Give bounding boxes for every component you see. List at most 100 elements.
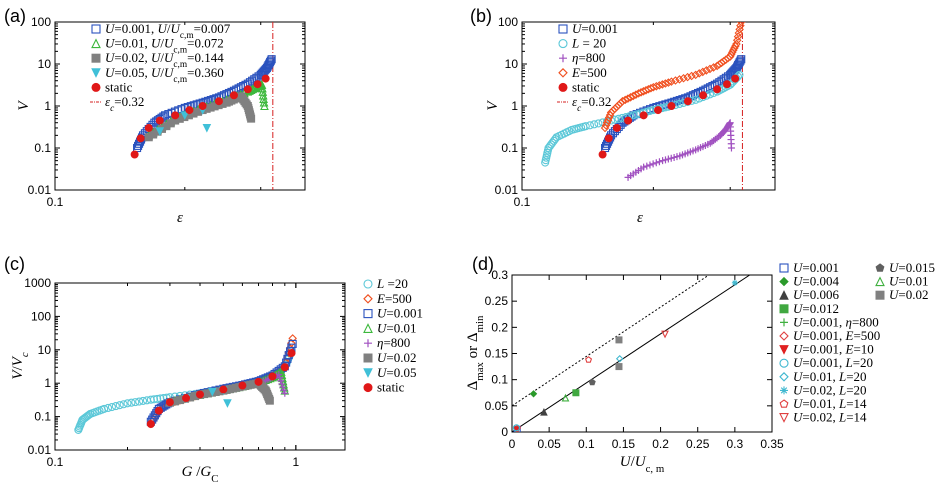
data-point: [259, 97, 269, 107]
data-point: [661, 330, 669, 339]
plot-area: [74, 334, 297, 434]
data-point: [675, 75, 684, 84]
data-point: [727, 144, 735, 152]
x-tick-label: 0.35: [760, 437, 784, 451]
data-point: [705, 64, 715, 74]
data-point: [219, 385, 228, 394]
data-point: [238, 381, 247, 390]
legend-marker: [875, 276, 885, 287]
series-4: [598, 74, 740, 159]
x-axis-label: ε: [177, 210, 183, 226]
legend-label: U=0.05: [377, 365, 416, 380]
data-point: [277, 377, 285, 385]
data-point: [247, 114, 256, 123]
data-point: [135, 397, 144, 406]
data-point: [715, 78, 724, 87]
data-point: [259, 94, 269, 103]
data-point: [275, 371, 283, 379]
y-axis-label: V/Vc: [10, 352, 31, 380]
y-tick-label: 1: [44, 99, 51, 113]
y-tick-label: 0.01: [495, 183, 519, 197]
legend-label: U=0.01: [889, 274, 928, 289]
data-point: [688, 91, 698, 100]
y-tick-label: 0.1: [34, 410, 51, 424]
legend-label: U=0.001: [377, 306, 423, 321]
legend-marker: [363, 323, 373, 333]
data-point: [675, 99, 684, 109]
data-point: [155, 127, 165, 136]
data-point: [736, 22, 746, 27]
data-point: [612, 123, 621, 132]
data-point: [111, 402, 120, 411]
data-point: [731, 279, 738, 286]
data-point: [623, 94, 633, 103]
legend-marker: [91, 82, 101, 92]
data-point: [115, 401, 124, 410]
legend-marker: [558, 24, 568, 34]
series-4: [130, 74, 270, 159]
legend-marker: [91, 24, 101, 34]
data-point: [253, 80, 262, 89]
x-tick-label: 0.1: [578, 437, 595, 451]
y-tick-label: 100: [31, 15, 51, 29]
series-2: [540, 407, 548, 416]
data-point: [652, 82, 661, 91]
legend-marker: [779, 413, 789, 423]
data-point: [561, 393, 570, 402]
legend-label: U=0.01, L=20: [793, 369, 867, 384]
data-point: [683, 72, 692, 82]
legend-label: U=0.001: [572, 21, 618, 36]
data-point: [687, 71, 696, 81]
legend-marker: [779, 263, 789, 273]
y-axis-label: V: [485, 100, 501, 111]
legend: L =20E=500U=0.001U=0.01η=800U=0.02U=0.05…: [363, 276, 423, 395]
legend-label: U=0.004: [793, 274, 839, 289]
data-point: [130, 150, 139, 159]
x-tick-label: 0.1: [47, 195, 64, 209]
data-point: [261, 74, 270, 83]
legend-marker: [779, 345, 789, 355]
legend-marker: [780, 318, 788, 327]
y-tick-label: 0.01: [28, 183, 52, 197]
panel-label: (a): [4, 6, 26, 26]
x-tick-label: 0.1: [514, 195, 531, 209]
data-point: [146, 420, 155, 429]
data-point: [604, 134, 613, 143]
data-point: [723, 80, 732, 89]
legend-marker: [875, 263, 885, 272]
legend-label: U=0.006: [793, 287, 839, 302]
data-point: [614, 114, 623, 123]
legend-marker: [91, 53, 101, 63]
data-point: [620, 95, 630, 105]
legend-label: U=0.001, L=20: [793, 355, 873, 370]
data-point: [149, 395, 159, 404]
data-point: [100, 404, 109, 413]
data-point: [281, 389, 289, 397]
data-point: [139, 396, 148, 405]
y-tick-label: 100: [31, 309, 51, 323]
legend-label: U=0.02: [889, 287, 928, 302]
legend-marker: [779, 290, 789, 300]
data-point: [671, 76, 680, 85]
series-1: [529, 390, 538, 398]
data-point: [615, 354, 624, 363]
y-tick-label: 0.05: [485, 399, 509, 413]
legend-marker: [779, 276, 789, 287]
data-point: [180, 111, 190, 120]
data-point: [640, 163, 648, 171]
legend-label: E=500: [376, 291, 412, 306]
data-point: [698, 67, 708, 77]
legend-marker: [363, 368, 373, 378]
x-tick-label: 0.25: [686, 437, 710, 451]
panel-label: (b): [470, 6, 492, 26]
legend-label: L =20: [376, 276, 408, 291]
legend-marker: [559, 54, 567, 63]
data-point: [278, 380, 286, 388]
y-axis-label: Δmax or Δmin: [465, 315, 486, 390]
series-2: [624, 119, 735, 181]
data-point: [258, 87, 268, 96]
plot-area: [512, 275, 750, 432]
legend-marker: [363, 383, 373, 393]
legend-label: E=500: [571, 65, 607, 80]
